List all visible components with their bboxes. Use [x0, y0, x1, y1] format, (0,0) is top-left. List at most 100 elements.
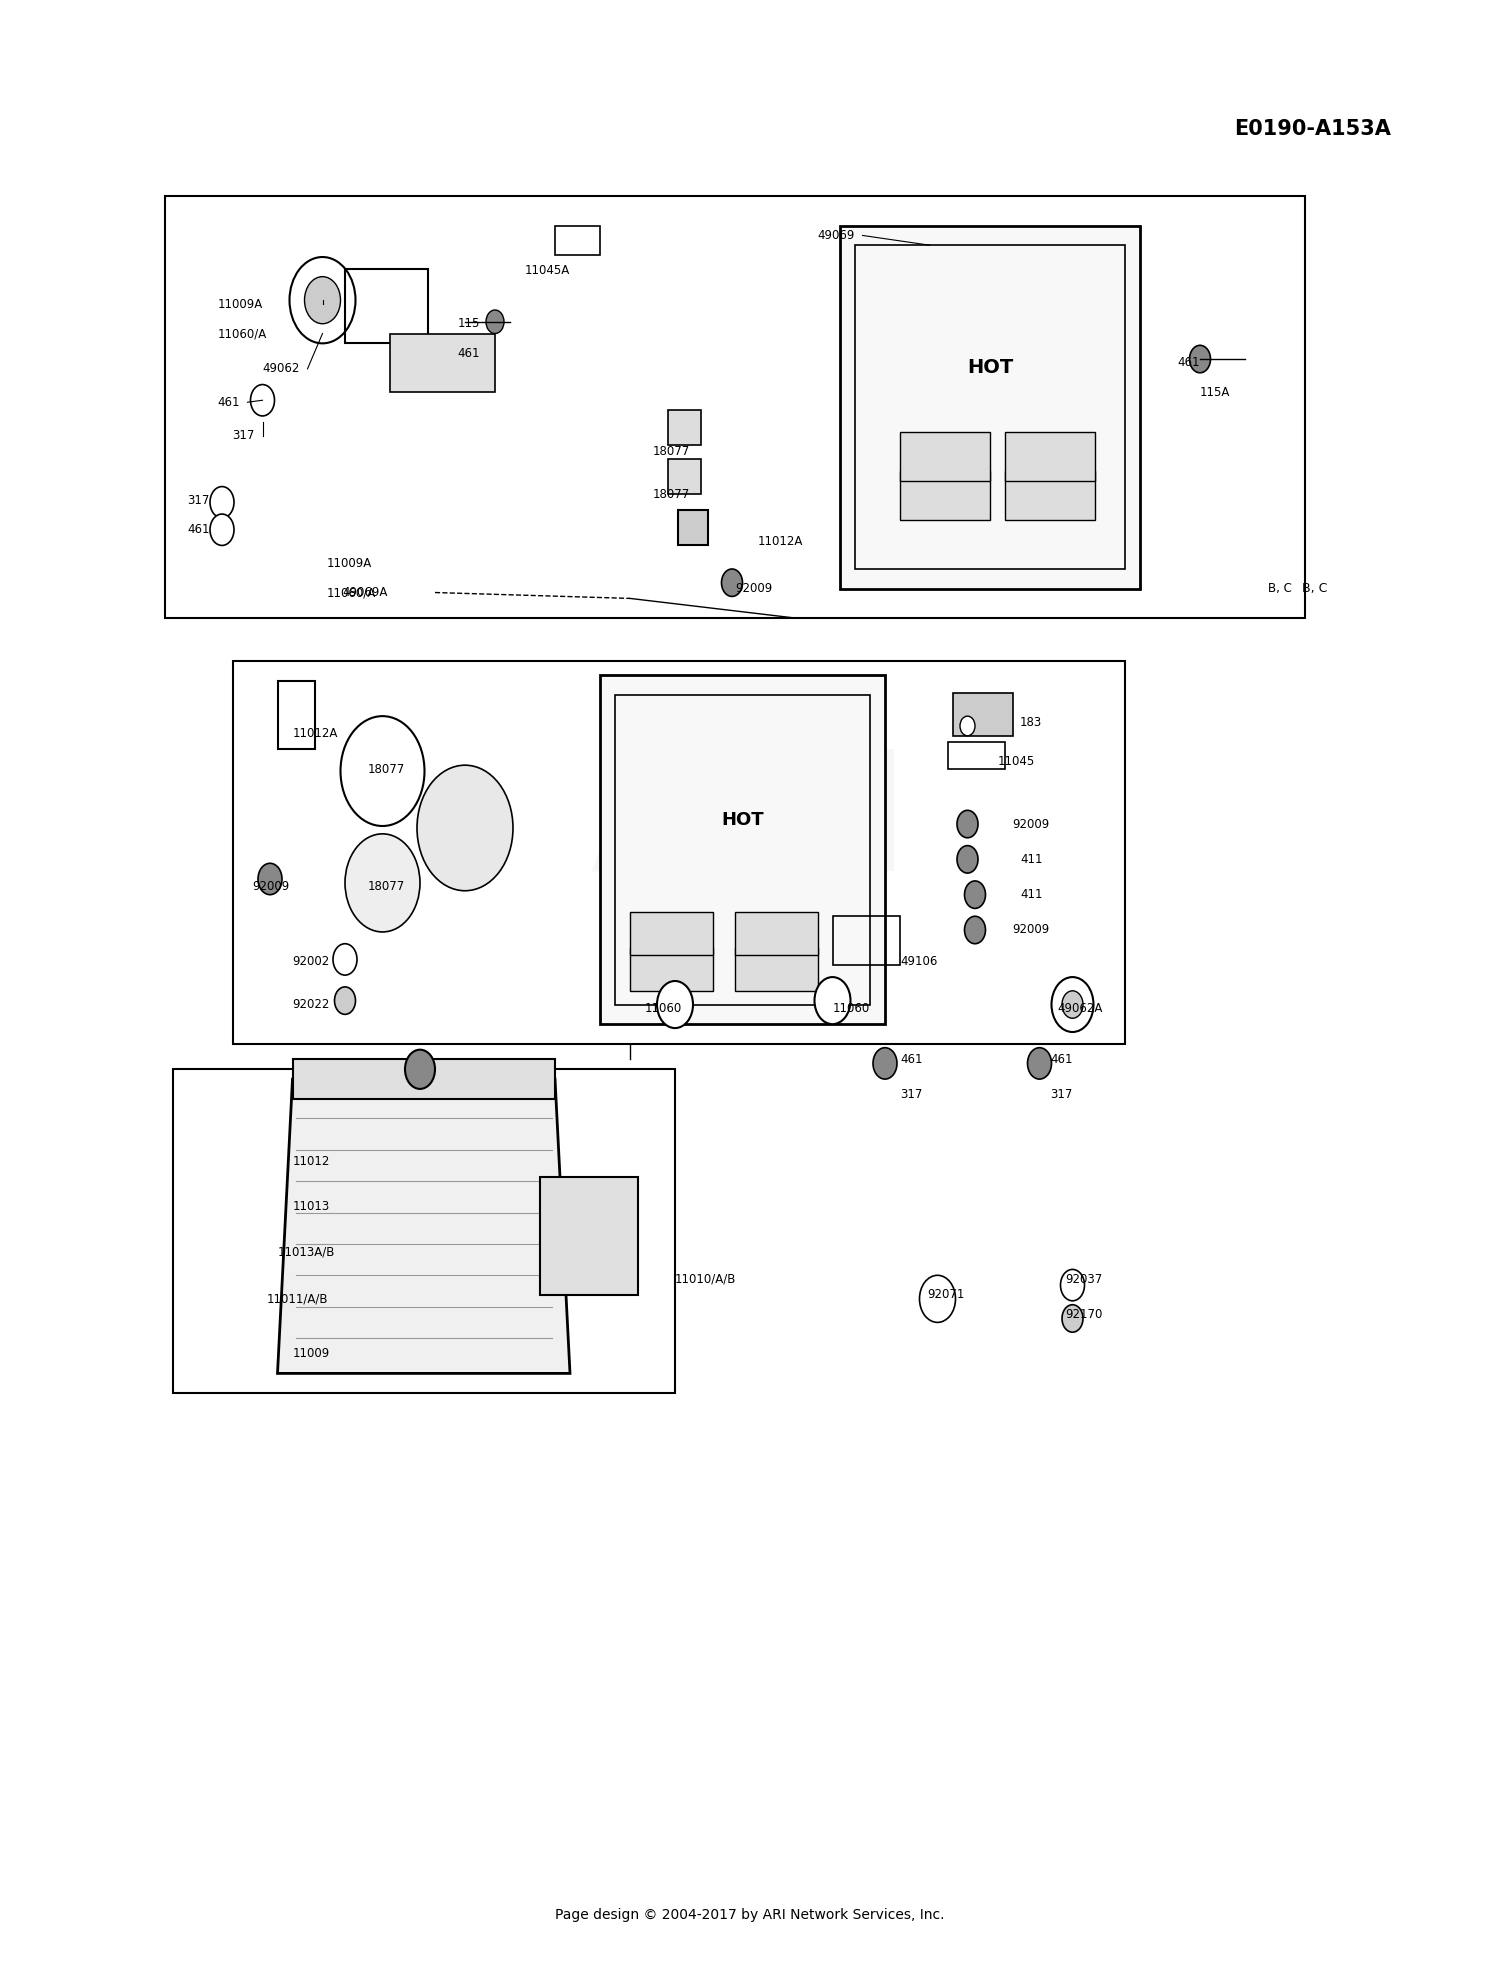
Circle shape [657, 981, 693, 1028]
Circle shape [486, 310, 504, 334]
Polygon shape [278, 1079, 570, 1373]
Text: 11013: 11013 [292, 1201, 330, 1213]
Bar [668, 459, 700, 494]
Text: 92022: 92022 [292, 999, 330, 1010]
Bar [615, 695, 870, 1005]
Bar [735, 912, 818, 955]
Text: 11060: 11060 [833, 1003, 870, 1014]
Circle shape [258, 863, 282, 895]
Text: 317: 317 [232, 430, 255, 441]
Text: 411: 411 [1020, 853, 1042, 865]
Text: 411: 411 [1020, 889, 1042, 901]
Text: HOT: HOT [722, 810, 764, 830]
Circle shape [304, 277, 340, 324]
Text: Page design © 2004-2017 by ARI Network Services, Inc.: Page design © 2004-2017 by ARI Network S… [555, 1907, 945, 1923]
Text: 92009: 92009 [1013, 818, 1050, 830]
Circle shape [1052, 977, 1094, 1032]
Text: 49069A: 49069A [342, 587, 387, 598]
Circle shape [210, 514, 234, 545]
Text: 11011/A/B: 11011/A/B [267, 1293, 328, 1305]
Text: 11045A: 11045A [525, 265, 570, 277]
Text: HOT: HOT [968, 359, 1012, 377]
Bar [948, 742, 1005, 769]
Circle shape [1028, 1048, 1051, 1079]
Circle shape [815, 977, 850, 1024]
Text: 461: 461 [1050, 1054, 1072, 1065]
Text: 11013A/B: 11013A/B [278, 1246, 334, 1258]
Text: 317: 317 [1050, 1089, 1072, 1101]
Circle shape [405, 1050, 435, 1089]
Bar [1005, 471, 1095, 520]
Text: 317: 317 [900, 1089, 922, 1101]
Bar [952, 693, 1012, 736]
Bar [735, 948, 818, 991]
Circle shape [333, 944, 357, 975]
Text: 11009A: 11009A [217, 298, 262, 310]
Circle shape [920, 1275, 956, 1322]
Text: 461: 461 [458, 347, 480, 359]
Text: 11009: 11009 [292, 1348, 330, 1360]
Circle shape [417, 765, 513, 891]
Text: 317: 317 [188, 494, 210, 506]
Text: 461: 461 [1178, 357, 1200, 369]
Bar [678, 510, 708, 545]
Circle shape [964, 881, 986, 908]
Text: 115: 115 [458, 318, 480, 330]
Circle shape [251, 385, 274, 416]
Text: B, C: B, C [1302, 583, 1328, 594]
Text: 49062A: 49062A [1058, 1003, 1102, 1014]
Circle shape [340, 716, 424, 826]
Bar [600, 675, 885, 1024]
Text: 11012: 11012 [292, 1156, 330, 1167]
Circle shape [873, 1048, 897, 1079]
Circle shape [1062, 1305, 1083, 1332]
Bar [833, 916, 900, 965]
Text: 11060/A: 11060/A [327, 587, 376, 598]
Bar [172, 1069, 675, 1393]
Text: ARI: ARI [591, 742, 909, 906]
Text: 11060/A: 11060/A [217, 328, 267, 339]
Bar [540, 1177, 638, 1295]
Bar [668, 410, 700, 445]
Circle shape [722, 569, 742, 596]
Text: 18077: 18077 [652, 489, 690, 500]
Bar [278, 681, 315, 749]
Circle shape [957, 846, 978, 873]
Bar [840, 226, 1140, 589]
Bar [232, 661, 1125, 1044]
Circle shape [964, 916, 986, 944]
Text: 461: 461 [188, 524, 210, 536]
Text: B, C: B, C [1268, 583, 1292, 594]
Text: 11012A: 11012A [292, 728, 338, 740]
Text: 11009A: 11009A [327, 557, 372, 569]
Text: 92170: 92170 [1065, 1309, 1102, 1320]
Text: 461: 461 [217, 396, 240, 408]
Text: 92009: 92009 [1013, 924, 1050, 936]
Text: E0190-A153A: E0190-A153A [1234, 120, 1391, 139]
Circle shape [1060, 1269, 1084, 1301]
Circle shape [957, 810, 978, 838]
Text: 92009: 92009 [735, 583, 772, 594]
Bar [165, 196, 1305, 618]
Bar [292, 1059, 555, 1099]
Circle shape [334, 987, 356, 1014]
Circle shape [290, 257, 356, 343]
Text: 18077: 18077 [368, 763, 405, 775]
Text: 92009: 92009 [252, 881, 290, 893]
Circle shape [345, 834, 420, 932]
Text: 183: 183 [1020, 716, 1042, 728]
Bar [855, 245, 1125, 569]
Text: 11010/A/B: 11010/A/B [675, 1273, 736, 1285]
Text: 11060: 11060 [645, 1003, 682, 1014]
Bar [630, 912, 712, 955]
Text: 18077: 18077 [652, 445, 690, 457]
Text: 11012A: 11012A [758, 536, 802, 547]
Text: 49069: 49069 [818, 230, 855, 241]
Text: 92002: 92002 [292, 955, 330, 967]
Text: 92071: 92071 [927, 1289, 964, 1301]
Bar [390, 334, 495, 392]
Text: 18077: 18077 [368, 881, 405, 893]
Bar [630, 948, 712, 991]
Text: 11045: 11045 [998, 755, 1035, 767]
Circle shape [210, 487, 234, 518]
